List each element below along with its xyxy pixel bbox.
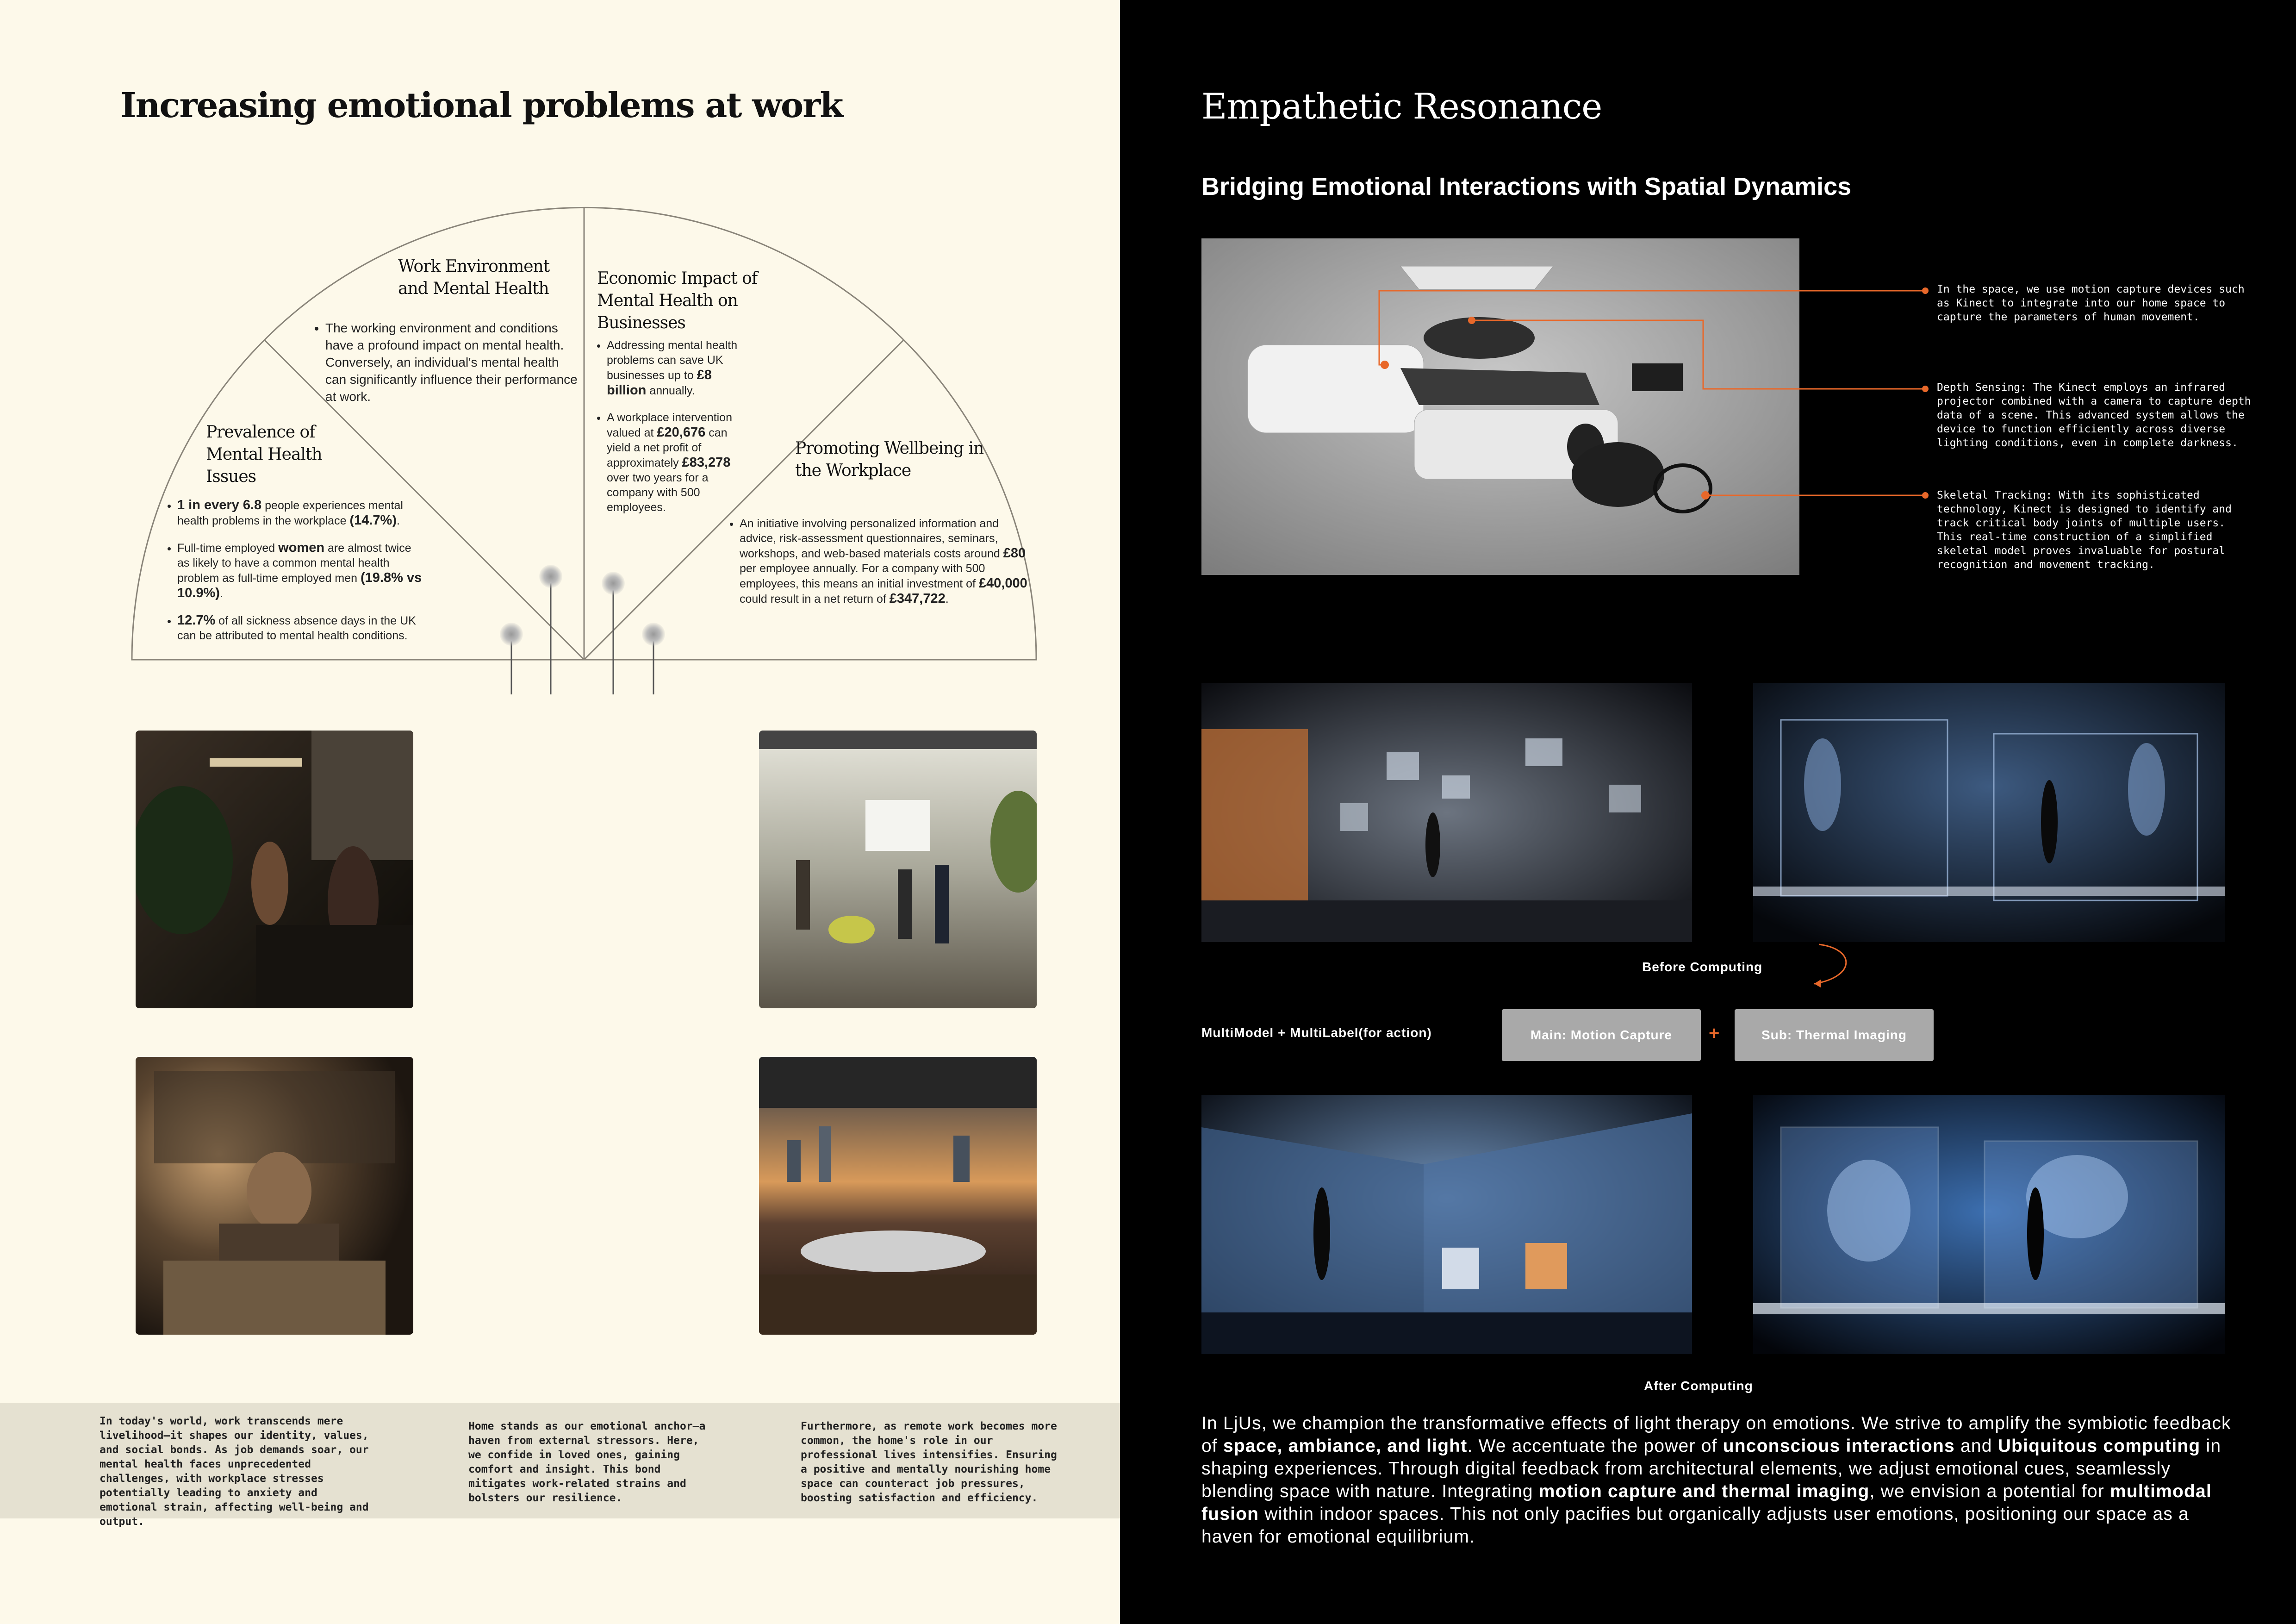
multimodel-label: MultiModel + MultiLabel(for action): [1201, 1025, 1432, 1040]
semicircle-outline: [131, 206, 1037, 661]
right-paragraph: In LjUs, we champion the transformative …: [1201, 1413, 2231, 1547]
prevalence-bullet-2: Full-time employed women are almost twic…: [177, 540, 423, 601]
connector-dot: [602, 572, 625, 595]
economic-text: Addressing mental health problems can sa…: [594, 338, 747, 527]
before-image-1: [1201, 683, 1692, 942]
wellbeing-bullet-1: An initiative involving personalized inf…: [740, 516, 1032, 606]
economic-bullet-1: Addressing mental health problems can sa…: [607, 338, 747, 398]
annotation-leaders: [1378, 287, 1929, 500]
before-image-2: [1753, 683, 2225, 942]
before-computing-label: Before Computing: [1642, 960, 1763, 974]
prevalence-bullet-1: 1 in every 6.8 people experiences mental…: [177, 498, 423, 528]
after-computing-label: After Computing: [1644, 1379, 1753, 1393]
prevalence-text: 1 in every 6.8 people experiences mental…: [164, 498, 423, 655]
bottom-text-3: Furthermore, as remote work becomes more…: [801, 1420, 1057, 1504]
economic-title: Economic Impact of Mental Health on Busi…: [597, 269, 758, 332]
connector-4: [653, 634, 654, 694]
main-motion-capture-button[interactable]: Main: Motion Capture: [1502, 1009, 1701, 1061]
photo-stressed-man: [136, 1057, 413, 1335]
annotation-1: In the space, we use motion capture devi…: [1937, 283, 2245, 323]
work-env-title: Work Environment and Mental Health: [398, 257, 550, 298]
annotation-2: Depth Sensing: The Kinect employs an inf…: [1937, 381, 2251, 449]
connector-dot: [500, 623, 523, 646]
photo-open-office: [759, 731, 1037, 1008]
curved-arrow-icon: [1814, 943, 1847, 987]
after-image-2: [1753, 1095, 2225, 1354]
bottom-band: [0, 1403, 1120, 1518]
sub-thermal-imaging-button[interactable]: Sub: Thermal Imaging: [1735, 1009, 1934, 1061]
economic-bullet-2: A workplace intervention valued at £20,6…: [607, 410, 747, 515]
work-env-bullet: The working environment and conditions h…: [325, 319, 581, 405]
right-panel: Empathetic Resonance Bridging Emotional …: [1120, 0, 2296, 1624]
after-image-1: [1201, 1095, 1692, 1354]
work-env-text: The working environment and conditions h…: [312, 319, 581, 417]
left-title: Increasing emotional problems at work: [120, 86, 844, 125]
wellbeing-title: Promoting Wellbeing in the Workplace: [795, 439, 984, 480]
right-title: Empathetic Resonance: [1201, 86, 1602, 127]
photo-office-women: [136, 731, 413, 1008]
divider-line-1: [263, 339, 585, 661]
connector-1: [510, 634, 512, 694]
semicircle-diagram: [131, 206, 1037, 694]
kinect-exploded-image: [1201, 238, 1799, 575]
annotation-3: Skeletal Tracking: With its sophisticate…: [1937, 489, 2232, 571]
right-subtitle: Bridging Emotional Interactions with Spa…: [1201, 173, 1852, 200]
photo-meeting-room: [759, 1057, 1037, 1335]
connector-dot: [642, 623, 665, 646]
wellbeing-text: An initiative involving personalized inf…: [727, 516, 1032, 618]
prevalence-title: Prevalence of Mental Health Issues: [206, 423, 323, 486]
connector-2: [550, 576, 552, 694]
plus-sign: +: [1709, 1023, 1720, 1043]
bottom-text-1: In today's world, work transcends mere l…: [100, 1415, 369, 1528]
bottom-text-2: Home stands as our emotional anchor—a ha…: [468, 1420, 706, 1504]
left-panel: Increasing emotional problems at work Wo…: [0, 0, 1120, 1624]
prevalence-bullet-3: 12.7% of all sickness absence days in th…: [177, 613, 423, 643]
connector-dot: [539, 565, 562, 588]
divider-line-3: [583, 339, 905, 661]
